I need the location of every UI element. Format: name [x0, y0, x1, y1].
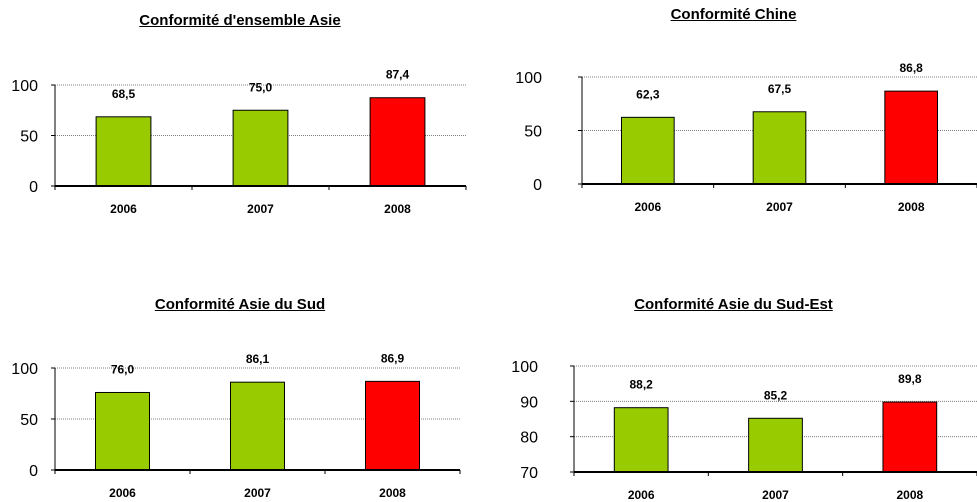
bar-2008 [884, 90, 939, 185]
bar-2006 [621, 116, 675, 185]
bar-2007 [230, 381, 285, 471]
y-tick-label: 100 [515, 70, 542, 87]
y-tick-label: 100 [511, 359, 538, 376]
chart-title: Conformité Asie du Sud-Est [634, 296, 833, 313]
chart-plot: 70 80 90 100 88,2 2006 85,2 2007 89,8 2008 [511, 359, 977, 502]
x-tick-label: 2007 [244, 486, 271, 500]
x-tick-label: 2006 [110, 202, 137, 216]
data-label: 89,8 [898, 372, 922, 386]
x-tick-label: 2007 [766, 200, 793, 214]
x-tick-label: 2008 [896, 488, 923, 502]
chart-panel-asie: Conformité d'ensemble Asie 0 50 100 68,5 200… [0, 0, 480, 240]
bar-2007 [748, 417, 803, 473]
bar-2008 [369, 97, 426, 187]
bar-2007 [752, 111, 807, 185]
data-label: 85,2 [764, 388, 788, 402]
y-tick-label: 50 [20, 129, 38, 146]
y-tick-label: 80 [520, 430, 538, 447]
data-label: 88,2 [629, 378, 653, 392]
y-tick-label: 0 [533, 177, 542, 194]
x-tick-label: 2007 [247, 202, 274, 216]
chart-title: Conformité Asie du Sud [154, 296, 326, 313]
data-label: 68,5 [112, 87, 136, 101]
data-label: 76,0 [111, 362, 135, 376]
bar-2006 [613, 407, 669, 473]
chart-plot: 0 50 100 68,5 2006 75,0 2007 87,4 2008 [11, 68, 467, 216]
x-tick-label: 2008 [898, 200, 925, 214]
x-tick-label: 2006 [634, 200, 661, 214]
chart-plot: 0 50 100 76,0 2006 86,1 2007 86,9 2008 [11, 351, 461, 500]
chart-panel-asie-du-sud: Conformité Asie du Sud 0 50 100 76,0 2006 86,… [0, 240, 480, 502]
chart-plot: 0 50 100 62,3 2006 67,5 2007 86,8 2008 [515, 61, 977, 214]
y-tick-label: 100 [11, 78, 38, 95]
y-tick-label: 0 [29, 463, 38, 480]
data-label: 86,9 [381, 351, 405, 365]
chart-panel-chine: Conformité Chine 0 50 100 62,3 2006 67,5 2007 8… [490, 0, 977, 240]
bar-2006 [95, 391, 150, 471]
y-tick-label: 100 [11, 361, 38, 378]
bar-2008 [882, 401, 938, 473]
y-tick-label: 50 [20, 412, 38, 429]
y-tick-label: 0 [29, 179, 38, 196]
x-tick-label: 2008 [384, 202, 411, 216]
bar-2006 [95, 116, 152, 187]
chart-title: Conformité Chine [670, 6, 797, 23]
y-tick-label: 50 [524, 124, 542, 141]
y-tick-label: 90 [520, 394, 538, 411]
x-tick-label: 2007 [762, 488, 789, 502]
data-label: 67,5 [768, 82, 792, 96]
bar-2008 [365, 380, 420, 471]
y-tick-label: 70 [520, 465, 538, 482]
data-label: 62,3 [636, 87, 660, 101]
chart-panel-asie-du-sud-est: Conformité Asie du Sud-Est 70 80 90 100 88,2… [490, 240, 977, 502]
data-label: 86,1 [246, 352, 270, 366]
bar-2007 [232, 109, 289, 187]
data-label: 87,4 [386, 68, 410, 82]
data-label: 86,8 [899, 61, 923, 75]
x-tick-label: 2006 [628, 488, 655, 502]
x-tick-label: 2006 [109, 486, 136, 500]
x-tick-label: 2008 [379, 486, 406, 500]
chart-title: Conformité d'ensemble Asie [139, 12, 341, 29]
data-label: 75,0 [249, 80, 273, 94]
